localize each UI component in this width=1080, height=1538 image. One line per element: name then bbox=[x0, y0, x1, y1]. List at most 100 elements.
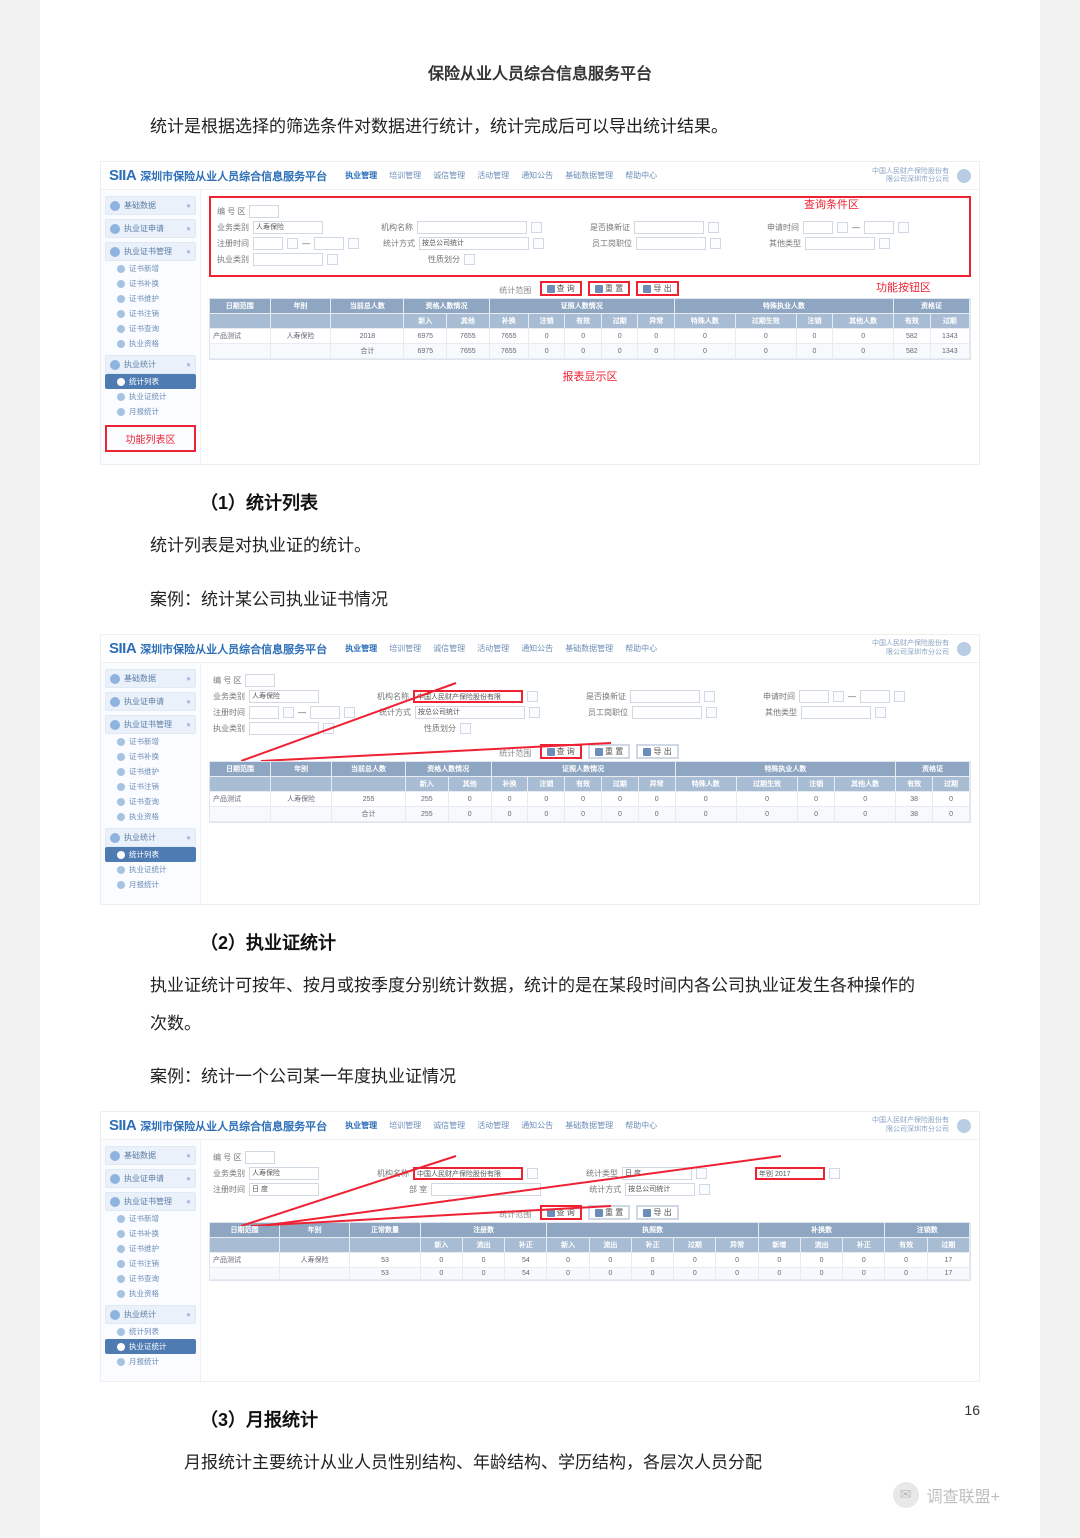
input[interactable]: 日 度 bbox=[249, 1183, 319, 1196]
org-input-highlight[interactable]: 中国人民财产保险股份有限 bbox=[413, 690, 523, 703]
sidebar-group[interactable]: 执业证书管理● bbox=[105, 242, 196, 261]
sidebar-group[interactable]: 执业证申请● bbox=[105, 692, 196, 711]
input[interactable]: 人寿保险 bbox=[253, 221, 323, 234]
nav-tab[interactable]: 通知公告 bbox=[521, 170, 553, 181]
nav-tab[interactable]: 培训管理 bbox=[389, 643, 421, 654]
sidebar-item[interactable]: 执业资格 bbox=[105, 336, 196, 351]
sidebar-item[interactable]: 月报统计 bbox=[105, 877, 196, 892]
nav-tab[interactable]: 培训管理 bbox=[389, 1120, 421, 1131]
sidebar-item[interactable]: 证书补换 bbox=[105, 1226, 196, 1241]
sidebar-item[interactable]: 执业证统计 bbox=[105, 862, 196, 877]
org-input-highlight[interactable]: 中国人民财产保险股份有限 bbox=[413, 1167, 523, 1180]
input[interactable]: 人寿保险 bbox=[249, 1167, 319, 1180]
nav-tab[interactable]: 执业管理 bbox=[345, 170, 377, 181]
sidebar-item[interactable]: 证书注销 bbox=[105, 1256, 196, 1271]
sidebar-item[interactable]: 证书注销 bbox=[105, 306, 196, 321]
export-button[interactable]: 导 出 bbox=[636, 1205, 678, 1220]
input[interactable] bbox=[310, 706, 340, 719]
input[interactable] bbox=[249, 722, 319, 735]
dropdown-icon[interactable] bbox=[323, 723, 334, 734]
input[interactable] bbox=[249, 706, 279, 719]
input[interactable] bbox=[253, 237, 283, 250]
dropdown-icon[interactable] bbox=[464, 254, 475, 265]
input[interactable] bbox=[417, 221, 527, 234]
export-button[interactable]: 导 出 bbox=[636, 744, 678, 759]
date-icon[interactable] bbox=[283, 707, 294, 718]
sidebar-group[interactable]: 基础数据● bbox=[105, 669, 196, 688]
date-icon[interactable] bbox=[894, 691, 905, 702]
sidebar-item[interactable]: 执业资格 bbox=[105, 1286, 196, 1301]
sidebar-group[interactable]: 执业证书管理● bbox=[105, 715, 196, 734]
query-button[interactable]: 查 询 bbox=[540, 281, 582, 296]
date-icon[interactable] bbox=[898, 222, 909, 233]
dropdown-icon[interactable] bbox=[529, 707, 540, 718]
dropdown-icon[interactable] bbox=[699, 1184, 710, 1195]
sidebar-group[interactable]: 执业证申请● bbox=[105, 1169, 196, 1188]
sidebar-item-active[interactable]: 统计列表 bbox=[105, 847, 196, 862]
sidebar-group[interactable]: 执业证申请● bbox=[105, 219, 196, 238]
sidebar-item[interactable]: 证书注销 bbox=[105, 779, 196, 794]
dropdown-icon[interactable] bbox=[704, 691, 715, 702]
year-input-highlight[interactable]: 年别 2017 bbox=[755, 1167, 825, 1180]
dropdown-icon[interactable] bbox=[527, 1168, 538, 1179]
dropdown-icon[interactable] bbox=[533, 238, 544, 249]
nav-tab[interactable]: 通知公告 bbox=[521, 643, 553, 654]
dropdown-icon[interactable] bbox=[706, 707, 717, 718]
sidebar-item[interactable]: 统计列表 bbox=[105, 1324, 196, 1339]
input[interactable] bbox=[245, 1151, 275, 1164]
sidebar-item[interactable]: 证书补换 bbox=[105, 749, 196, 764]
input[interactable]: 按总公司统计 bbox=[415, 706, 525, 719]
avatar-icon[interactable] bbox=[957, 642, 971, 656]
nav-tab[interactable]: 诚信管理 bbox=[433, 643, 465, 654]
input[interactable] bbox=[249, 205, 279, 218]
input[interactable] bbox=[799, 690, 829, 703]
query-button[interactable]: 查 询 bbox=[540, 744, 582, 759]
nav-tab[interactable]: 诚信管理 bbox=[433, 1120, 465, 1131]
dropdown-icon[interactable] bbox=[527, 691, 538, 702]
dropdown-icon[interactable] bbox=[460, 723, 471, 734]
sidebar-item-active[interactable]: 执业证统计 bbox=[105, 1339, 196, 1354]
sidebar-item[interactable]: 证书查询 bbox=[105, 321, 196, 336]
input[interactable] bbox=[636, 237, 706, 250]
avatar-icon[interactable] bbox=[957, 1119, 971, 1133]
input[interactable]: 按总公司统计 bbox=[419, 237, 529, 250]
date-icon[interactable] bbox=[287, 238, 298, 249]
nav-tab[interactable]: 通知公告 bbox=[521, 1120, 553, 1131]
date-icon[interactable] bbox=[833, 691, 844, 702]
sidebar-item[interactable]: 月报统计 bbox=[105, 404, 196, 419]
input[interactable] bbox=[864, 221, 894, 234]
nav-tab[interactable]: 活动管理 bbox=[477, 643, 509, 654]
sidebar-item[interactable]: 证书新增 bbox=[105, 1211, 196, 1226]
dropdown-icon[interactable] bbox=[879, 238, 890, 249]
nav-tab[interactable]: 帮助中心 bbox=[625, 643, 657, 654]
sidebar-item[interactable]: 月报统计 bbox=[105, 1354, 196, 1369]
query-button[interactable]: 查 询 bbox=[540, 1205, 582, 1220]
input[interactable] bbox=[803, 221, 833, 234]
input[interactable] bbox=[431, 1183, 541, 1196]
nav-tab[interactable]: 基础数据管理 bbox=[565, 643, 613, 654]
nav-tab[interactable]: 活动管理 bbox=[477, 170, 509, 181]
dropdown-icon[interactable] bbox=[696, 1168, 707, 1179]
sidebar-item[interactable]: 证书查询 bbox=[105, 1271, 196, 1286]
date-icon[interactable] bbox=[344, 707, 355, 718]
input[interactable]: 按总公司统计 bbox=[625, 1183, 695, 1196]
dropdown-icon[interactable] bbox=[327, 254, 338, 265]
nav-tab[interactable]: 帮助中心 bbox=[625, 170, 657, 181]
avatar-icon[interactable] bbox=[957, 169, 971, 183]
nav-tab[interactable]: 活动管理 bbox=[477, 1120, 509, 1131]
nav-tab[interactable]: 基础数据管理 bbox=[565, 170, 613, 181]
dropdown-icon[interactable] bbox=[875, 707, 886, 718]
input[interactable] bbox=[245, 674, 275, 687]
sidebar-item[interactable]: 证书查询 bbox=[105, 794, 196, 809]
nav-tab[interactable]: 基础数据管理 bbox=[565, 1120, 613, 1131]
sidebar-group[interactable]: 执业统计● bbox=[105, 355, 196, 374]
input[interactable]: 人寿保险 bbox=[249, 690, 319, 703]
input[interactable] bbox=[632, 706, 702, 719]
sidebar-item[interactable]: 证书新增 bbox=[105, 261, 196, 276]
reset-button[interactable]: 重 置 bbox=[588, 744, 630, 759]
sidebar-item[interactable]: 证书维护 bbox=[105, 291, 196, 306]
input[interactable]: 日 度 bbox=[622, 1167, 692, 1180]
sidebar-item[interactable]: 证书维护 bbox=[105, 764, 196, 779]
input[interactable] bbox=[634, 221, 704, 234]
nav-tab[interactable]: 执业管理 bbox=[345, 643, 377, 654]
